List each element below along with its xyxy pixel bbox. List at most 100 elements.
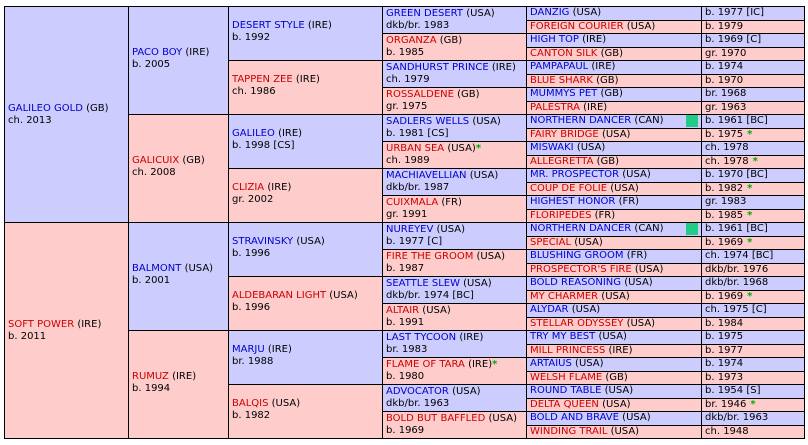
ancestor-g5-name-cell: CANTON SILK (GB)	[526, 46, 702, 61]
horse-link[interactable]: CANTON SILK	[530, 47, 598, 59]
horse-link[interactable]: PACO BOY	[132, 47, 183, 58]
horse-link[interactable]: MARJU	[232, 344, 265, 355]
horse-link[interactable]: FLAME OF TARA	[386, 359, 465, 370]
foaling-info: b. 1994	[132, 383, 171, 394]
foaling-info: b. 1974	[705, 358, 744, 369]
foaling-info: ch. 1975 [C]	[705, 304, 767, 315]
horse-link[interactable]: ARTAIUS	[530, 358, 572, 369]
pedigree-row: WINDING TRAIL (USA) ch. 1948	[5, 424, 805, 439]
horse-link[interactable]: CUIXMALA	[386, 197, 439, 208]
horse-link[interactable]: ALYDAR	[530, 304, 569, 315]
country-code: (USA)	[466, 8, 495, 19]
ancestor-g5-name-cell: BLUSHING GROOM (FR)	[526, 249, 702, 264]
foaling-info: b. 1974	[705, 61, 744, 72]
horse-link[interactable]: DELTA QUEEN	[530, 398, 599, 410]
horse-link[interactable]: STELLAR ODYSSEY	[530, 317, 624, 329]
horse-link[interactable]: SOFT POWER	[8, 318, 75, 330]
foaling-info: dkb/br. 1983	[386, 20, 450, 31]
ancestor-g5-info-cell: b. 1961 [BC]	[701, 114, 805, 129]
horse-link[interactable]: CLIZIA	[232, 182, 265, 193]
ancestor-g5-info-cell: gr. 1983	[701, 195, 805, 210]
country-code: (USA)	[610, 182, 639, 194]
horse-link[interactable]: BLUSHING GROOM	[530, 250, 624, 261]
horse-link[interactable]: FAIRY BRIDGE	[530, 128, 599, 140]
ancestor-g5-info-cell: b. 1977	[701, 343, 805, 358]
horse-link[interactable]: COUP DE FOLIE	[530, 182, 608, 194]
horse-link[interactable]: FIRE THE GROOM	[386, 251, 474, 262]
foaling-info: b. 1969	[705, 290, 744, 302]
horse-link[interactable]: BALMONT	[132, 263, 182, 274]
pedigree-row: BALQIS (USA) b. 1982 ADVOCATOR (USA) dkb/br…	[5, 384, 805, 439]
horse-link[interactable]: MY CHARMER	[530, 290, 599, 302]
ancestor-g3-cell: TAPPEN ZEE (IRE) ch. 1986	[228, 60, 383, 115]
ancestor-g5-info-cell: b. 1984	[701, 316, 805, 331]
horse-link[interactable]: BOLD REASONING	[530, 277, 621, 288]
horse-link[interactable]: TAPPEN ZEE	[232, 74, 293, 85]
horse-link[interactable]: MR. PROSPECTOR	[530, 169, 620, 180]
horse-link[interactable]: GALICUIX	[132, 155, 180, 166]
horse-link[interactable]: SANDHURST PRINCE	[386, 62, 489, 73]
horse-link[interactable]: DANZIG	[530, 7, 570, 18]
star-icon: *	[752, 155, 758, 167]
horse-link[interactable]: WELSH FLAME	[530, 371, 603, 383]
horse-link[interactable]: SPECIAL	[530, 236, 572, 248]
ancestor-g5-name-cell: FLORIPEDES (FR)	[526, 208, 702, 223]
country-code: (IRE)	[582, 34, 607, 45]
horse-link[interactable]: SEATTLE SLEW	[386, 278, 460, 289]
horse-link[interactable]: PALESTRA	[530, 101, 580, 113]
pedigree-row: SOFT POWER (IRE) b. 2011 BALMONT (USA) b. 2…	[4, 222, 805, 439]
pedigree-row: RUMUZ (IRE) b. 1994 MARJU (IRE) br. 1988 LAS…	[5, 330, 805, 439]
horse-link[interactable]: HIGH TOP	[530, 34, 579, 45]
horse-link[interactable]: LAST TYCOON	[386, 332, 457, 343]
horse-link[interactable]: GALILEO GOLD	[8, 102, 83, 114]
country-code: (USA)	[476, 251, 506, 262]
horse-link[interactable]: PROSPECTOR'S FIRE	[530, 263, 632, 275]
horse-link[interactable]: FLORIPEDES	[530, 209, 592, 221]
horse-link[interactable]: NORTHERN DANCER	[530, 223, 632, 234]
horse-link[interactable]: HIGHEST HONOR	[530, 196, 616, 207]
horse-link[interactable]: BLUE SHARK	[530, 74, 593, 86]
horse-link[interactable]: MISWAKI	[530, 142, 574, 153]
horse-link[interactable]: URBAN SEA	[386, 143, 445, 154]
country-code: (GB)	[600, 47, 623, 59]
horse-link[interactable]: ADVOCATOR	[386, 386, 449, 397]
horse-link[interactable]: SADLERS WELLS	[386, 116, 470, 127]
horse-link[interactable]: WINDING TRAIL	[530, 425, 608, 437]
horse-link[interactable]: ALLEGRETTA	[530, 155, 594, 167]
ancestor-g5-name-cell: BLUE SHARK (GB)	[526, 73, 702, 88]
horse-link[interactable]: DESERT STYLE	[232, 20, 305, 31]
horse-link[interactable]: MUMMYS PET	[530, 88, 598, 99]
ancestor-g5-info-cell: gr. 1963	[701, 100, 805, 115]
horse-link[interactable]: MACHIAVELLIAN	[386, 170, 467, 181]
ancestor-g5-info-cell: dkb/br. 1963	[701, 411, 805, 426]
country-code: (IRE)	[459, 332, 484, 343]
horse-link[interactable]: BOLD BUT BAFFLED	[386, 413, 486, 424]
horse-link[interactable]: GREEN DESERT	[386, 8, 464, 19]
horse-link[interactable]: MILL PRINCESS	[530, 344, 606, 356]
horse-link[interactable]: BALQIS	[232, 398, 269, 409]
foaling-info: gr. 1963	[705, 101, 747, 113]
ancestor-g5-info-cell: dkb/br. 1968	[701, 276, 805, 291]
horse-link[interactable]: ALTAIR	[386, 305, 420, 316]
horse-link[interactable]: PAMPAPAUL	[530, 61, 589, 72]
ancestor-g1-cell: GALILEO GOLD (GB) ch. 2013	[4, 6, 129, 223]
pedigree-row: BOLD BUT BAFFLED (USA) b. 1969 BOLD AND BR…	[5, 411, 805, 439]
horse-link[interactable]: BOLD AND BRAVE	[530, 412, 619, 423]
horse-link[interactable]: ORGANZA	[386, 35, 437, 46]
pedigree-row: ORGANZA (GB) b. 1985 HIGH TOP (IRE) b. 1969…	[5, 33, 805, 61]
horse-link[interactable]: NUREYEV	[386, 224, 434, 235]
pedigree-row: BLUE SHARK (GB) b. 1970	[5, 73, 805, 88]
horse-link[interactable]: STRAVINSKY	[232, 236, 294, 247]
horse-link[interactable]: NORTHERN DANCER	[530, 115, 632, 126]
horse-link[interactable]: ROUND TABLE	[530, 385, 602, 396]
horse-link[interactable]: ALDEBARAN LIGHT	[232, 290, 327, 301]
foaling-info: b. 1987	[386, 263, 425, 274]
horse-link[interactable]: ROSSALDENE	[386, 89, 454, 100]
horse-link[interactable]: RUMUZ	[132, 371, 169, 382]
horse-link[interactable]: FOREIGN COURIER	[530, 20, 624, 32]
horse-link[interactable]: GALILEO	[232, 128, 275, 139]
ancestor-g5-info-cell: dkb/br. 1976	[701, 262, 805, 277]
horse-link[interactable]: TRY MY BEST	[530, 331, 596, 342]
ancestor-g4-cell: MACHIAVELLIAN (USA) dkb/br. 1987	[382, 168, 527, 196]
foaling-info: b. 1979	[705, 20, 744, 32]
